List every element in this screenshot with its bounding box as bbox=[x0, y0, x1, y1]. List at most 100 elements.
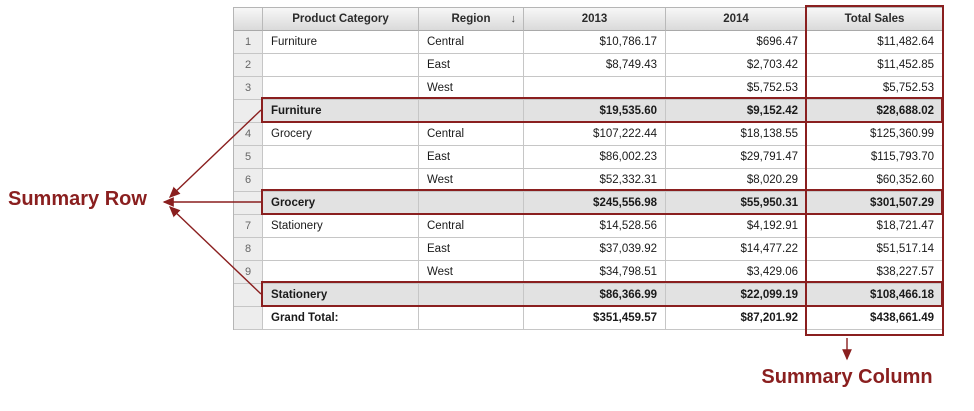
sales-2014-cell[interactable]: $8,020.29 bbox=[666, 169, 807, 192]
table-row: 4 Grocery Central $107,222.44 $18,138.55… bbox=[234, 123, 943, 146]
row-number-cell[interactable]: 4 bbox=[234, 123, 263, 146]
row-number-cell[interactable]: 9 bbox=[234, 261, 263, 284]
column-header-total-sales[interactable]: Total Sales bbox=[807, 8, 943, 31]
total-sales-cell[interactable]: $38,227.57 bbox=[807, 261, 943, 284]
column-header-region[interactable]: Region ↓ bbox=[419, 8, 524, 31]
total-sales-cell[interactable]: $11,482.64 bbox=[807, 31, 943, 54]
sales-2013-cell[interactable]: $19,535.60 bbox=[524, 100, 666, 123]
sales-2014-cell[interactable]: $55,950.31 bbox=[666, 192, 807, 215]
region-cell[interactable] bbox=[419, 307, 524, 330]
product-category-cell[interactable] bbox=[263, 238, 419, 261]
total-sales-cell[interactable]: $125,360.99 bbox=[807, 123, 943, 146]
product-category-cell[interactable]: Grocery bbox=[263, 192, 419, 215]
sales-2014-cell[interactable]: $29,791.47 bbox=[666, 146, 807, 169]
row-number-cell[interactable]: 8 bbox=[234, 238, 263, 261]
region-cell[interactable]: West bbox=[419, 169, 524, 192]
sales-2014-cell[interactable]: $696.47 bbox=[666, 31, 807, 54]
table-row: 5 East $86,002.23 $29,791.47 $115,793.70 bbox=[234, 146, 943, 169]
row-number-cell[interactable]: 6 bbox=[234, 169, 263, 192]
product-category-cell[interactable] bbox=[263, 146, 419, 169]
column-header-2013[interactable]: 2013 bbox=[524, 8, 666, 31]
row-number-cell[interactable]: 7 bbox=[234, 215, 263, 238]
corner-header-cell bbox=[234, 8, 263, 31]
total-sales-cell[interactable]: $5,752.53 bbox=[807, 77, 943, 100]
region-cell[interactable]: West bbox=[419, 261, 524, 284]
header-row: Product Category Region ↓ 2013 2014 Tota… bbox=[234, 8, 943, 31]
region-cell[interactable]: Central bbox=[419, 31, 524, 54]
sales-2013-cell[interactable]: $245,556.98 bbox=[524, 192, 666, 215]
row-number-cell[interactable]: 3 bbox=[234, 77, 263, 100]
product-category-cell[interactable]: Stationery bbox=[263, 215, 419, 238]
region-cell[interactable]: West bbox=[419, 77, 524, 100]
sales-2014-cell[interactable]: $87,201.92 bbox=[666, 307, 807, 330]
total-sales-cell[interactable]: $18,721.47 bbox=[807, 215, 943, 238]
row-number-cell[interactable] bbox=[234, 307, 263, 330]
table-row: 6 West $52,332.31 $8,020.29 $60,352.60 bbox=[234, 169, 943, 192]
region-cell[interactable]: East bbox=[419, 146, 524, 169]
sales-2013-cell[interactable]: $351,459.57 bbox=[524, 307, 666, 330]
sales-2013-cell[interactable]: $14,528.56 bbox=[524, 215, 666, 238]
region-cell[interactable] bbox=[419, 100, 524, 123]
sales-2013-cell[interactable]: $10,786.17 bbox=[524, 31, 666, 54]
row-number-cell[interactable]: 1 bbox=[234, 31, 263, 54]
sales-2013-cell[interactable]: $37,039.92 bbox=[524, 238, 666, 261]
table-row: 1 Furniture Central $10,786.17 $696.47 $… bbox=[234, 31, 943, 54]
total-sales-cell[interactable]: $115,793.70 bbox=[807, 146, 943, 169]
total-sales-cell[interactable]: $108,466.18 bbox=[807, 284, 943, 307]
sales-2014-cell[interactable]: $5,752.53 bbox=[666, 77, 807, 100]
sales-2014-cell[interactable]: $9,152.42 bbox=[666, 100, 807, 123]
product-category-cell[interactable] bbox=[263, 54, 419, 77]
sales-2013-cell[interactable]: $52,332.31 bbox=[524, 169, 666, 192]
sales-2014-cell[interactable]: $18,138.55 bbox=[666, 123, 807, 146]
table-row: 2 East $8,749.43 $2,703.42 $11,452.85 bbox=[234, 54, 943, 77]
sales-2013-cell[interactable]: $86,366.99 bbox=[524, 284, 666, 307]
product-category-cell[interactable]: Grand Total: bbox=[263, 307, 419, 330]
row-number-cell[interactable] bbox=[234, 284, 263, 307]
region-cell[interactable] bbox=[419, 192, 524, 215]
column-header-product-category[interactable]: Product Category bbox=[263, 8, 419, 31]
row-number-cell[interactable] bbox=[234, 100, 263, 123]
row-number-cell[interactable]: 2 bbox=[234, 54, 263, 77]
sales-2013-cell[interactable]: $107,222.44 bbox=[524, 123, 666, 146]
sales-2013-cell[interactable]: $8,749.43 bbox=[524, 54, 666, 77]
product-category-cell[interactable] bbox=[263, 77, 419, 100]
total-sales-cell[interactable]: $438,661.49 bbox=[807, 307, 943, 330]
total-sales-cell[interactable]: $11,452.85 bbox=[807, 54, 943, 77]
table-row: Grocery $245,556.98 $55,950.31 $301,507.… bbox=[234, 192, 943, 215]
product-category-cell[interactable]: Stationery bbox=[263, 284, 419, 307]
region-cell[interactable]: East bbox=[419, 54, 524, 77]
row-number-cell[interactable] bbox=[234, 192, 263, 215]
region-cell[interactable]: Central bbox=[419, 215, 524, 238]
table-body: 1 Furniture Central $10,786.17 $696.47 $… bbox=[234, 31, 943, 330]
total-sales-cell[interactable]: $60,352.60 bbox=[807, 169, 943, 192]
region-cell[interactable] bbox=[419, 284, 524, 307]
sales-2013-cell[interactable]: $86,002.23 bbox=[524, 146, 666, 169]
table-row: Grand Total: $351,459.57 $87,201.92 $438… bbox=[234, 307, 943, 330]
sales-2014-cell[interactable]: $14,477.22 bbox=[666, 238, 807, 261]
sales-2014-cell[interactable]: $4,192.91 bbox=[666, 215, 807, 238]
product-category-cell[interactable] bbox=[263, 169, 419, 192]
table-row: 7 Stationery Central $14,528.56 $4,192.9… bbox=[234, 215, 943, 238]
product-category-cell[interactable]: Grocery bbox=[263, 123, 419, 146]
region-cell[interactable]: East bbox=[419, 238, 524, 261]
column-header-2014[interactable]: 2014 bbox=[666, 8, 807, 31]
region-header-label: Region bbox=[451, 13, 491, 25]
table-row: 3 West $5,752.53 $5,752.53 bbox=[234, 77, 943, 100]
sales-2014-cell[interactable]: $3,429.06 bbox=[666, 261, 807, 284]
total-sales-cell[interactable]: $301,507.29 bbox=[807, 192, 943, 215]
sales-2014-cell[interactable]: $22,099.19 bbox=[666, 284, 807, 307]
total-sales-cell[interactable]: $51,517.14 bbox=[807, 238, 943, 261]
row-number-cell[interactable]: 5 bbox=[234, 146, 263, 169]
sort-descending-icon[interactable]: ↓ bbox=[510, 13, 517, 25]
product-category-cell[interactable]: Furniture bbox=[263, 31, 419, 54]
sales-2013-cell[interactable]: $34,798.51 bbox=[524, 261, 666, 284]
total-sales-cell[interactable]: $28,688.02 bbox=[807, 100, 943, 123]
summary-row-label: Summary Row bbox=[8, 188, 147, 210]
sales-2014-cell[interactable]: $2,703.42 bbox=[666, 54, 807, 77]
region-cell[interactable]: Central bbox=[419, 123, 524, 146]
product-category-cell[interactable] bbox=[263, 261, 419, 284]
table-row: Furniture $19,535.60 $9,152.42 $28,688.0… bbox=[234, 100, 943, 123]
sales-2013-cell[interactable] bbox=[524, 77, 666, 100]
product-category-cell[interactable]: Furniture bbox=[263, 100, 419, 123]
